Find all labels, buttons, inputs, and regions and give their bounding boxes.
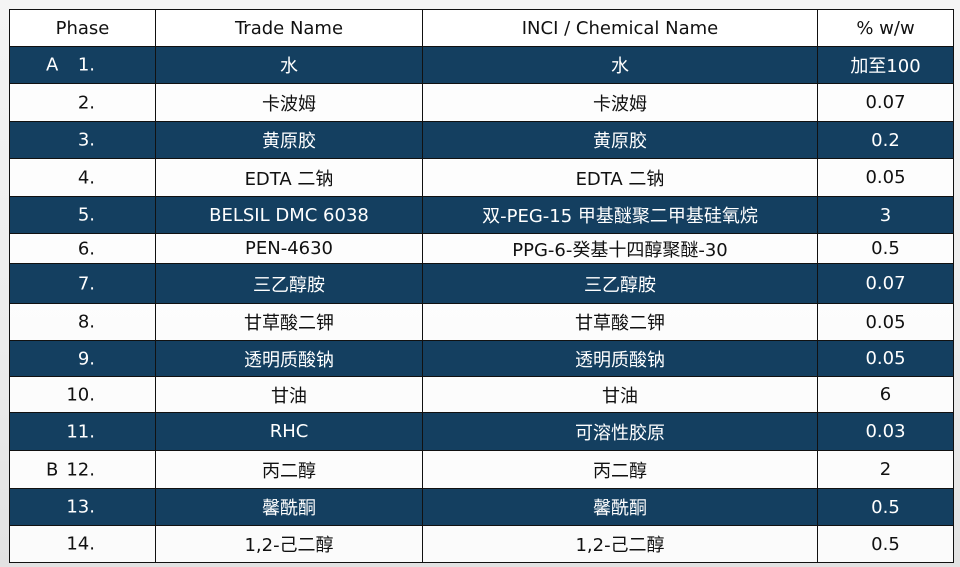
trade-name-cell: PEN-4630 (155, 233, 423, 264)
table-row: 10. 甘油 甘油 6 (9, 376, 954, 413)
phase-cell: 6. (9, 233, 156, 264)
trade-name-cell: 馨酰酮 (155, 488, 423, 526)
phase-cell: A 1. (9, 46, 156, 84)
table-row: 13. 馨酰酮 馨酰酮 0.5 (9, 488, 954, 526)
inci-name-cell: 三乙醇胺 (422, 263, 818, 304)
phase-letter: A (46, 54, 59, 76)
trade-name-cell: 甘油 (155, 376, 423, 413)
phase-cell: 8. (9, 303, 156, 341)
table-row: 7. 三乙醇胺 三乙醇胺 0.07 (9, 263, 954, 304)
ingredient-number: 12. (66, 459, 95, 480)
percent-cell: 0.2 (817, 121, 954, 159)
phase-cell: 2. (9, 83, 156, 122)
ingredient-number: 4. (77, 167, 95, 188)
table-row: 3. 黄原胶 黄原胶 0.2 (9, 121, 954, 159)
inci-name-cell: 黄原胶 (422, 121, 818, 159)
ingredient-number: 2. (77, 92, 95, 113)
trade-name-cell: 1,2-己二醇 (155, 525, 423, 563)
formulation-table: Phase Trade Name INCI / Chemical Name % … (9, 9, 954, 563)
phase-cell: 9. (9, 340, 156, 377)
phase-cell: 14. (9, 525, 156, 563)
percent-cell: 0.05 (817, 158, 954, 197)
ingredient-number: 7. (77, 273, 95, 294)
table-row: 11. RHC 可溶性胶原 0.03 (9, 412, 954, 451)
table-row: 9. 透明质酸钠 透明质酸钠 0.05 (9, 340, 954, 377)
ingredient-number: 9. (77, 348, 95, 369)
inci-name-cell: 馨酰酮 (422, 488, 818, 526)
percent-cell: 2 (817, 450, 954, 489)
inci-name-cell: 可溶性胶原 (422, 412, 818, 451)
phase-cell: 13. (9, 488, 156, 526)
inci-name-cell: 丙二醇 (422, 450, 818, 489)
table-row: 8. 甘草酸二钾 甘草酸二钾 0.05 (9, 303, 954, 341)
trade-name-cell: BELSIL DMC 6038 (155, 196, 423, 234)
inci-name-cell: 透明质酸钠 (422, 340, 818, 377)
ingredient-number: 14. (66, 533, 95, 555)
inci-name-cell: PPG-6-癸基十四醇聚醚-30 (422, 233, 818, 264)
percent-cell: 加至100 (817, 46, 954, 84)
table-row: 14. 1,2-己二醇 1,2-己二醇 0.5 (9, 525, 954, 563)
header-phase: Phase (9, 9, 156, 47)
trade-name-cell: RHC (155, 412, 423, 451)
percent-cell: 0.5 (817, 488, 954, 526)
phase-cell: 11. (9, 412, 156, 451)
trade-name-cell: 水 (155, 46, 423, 84)
ingredient-number: 10. (66, 384, 95, 405)
header-percent: % w/w (817, 9, 954, 47)
inci-name-cell: 甘草酸二钾 (422, 303, 818, 341)
inci-name-cell: 水 (422, 46, 818, 84)
percent-cell: 0.5 (817, 525, 954, 563)
table-row: 4. EDTA 二钠 EDTA 二钠 0.05 (9, 158, 954, 197)
trade-name-cell: 丙二醇 (155, 450, 423, 489)
ingredient-number: 11. (66, 421, 95, 442)
header-trade-name: Trade Name (155, 9, 423, 47)
table-row: 6. PEN-4630 PPG-6-癸基十四醇聚醚-30 0.5 (9, 233, 954, 264)
phase-cell: 7. (9, 263, 156, 304)
table-row: 5. BELSIL DMC 6038 双-PEG-15 甲基醚聚二甲基硅氧烷 3 (9, 196, 954, 234)
header-row: Phase Trade Name INCI / Chemical Name % … (9, 9, 954, 47)
phase-cell: 5. (9, 196, 156, 234)
table-row: B 12. 丙二醇 丙二醇 2 (9, 450, 954, 489)
header-inci-name: INCI / Chemical Name (422, 9, 818, 47)
percent-cell: 0.05 (817, 303, 954, 341)
phase-cell: B 12. (9, 450, 156, 489)
trade-name-cell: 卡波姆 (155, 83, 423, 122)
phase-cell: 4. (9, 158, 156, 197)
ingredient-number: 3. (77, 129, 95, 151)
ingredient-number: 13. (66, 496, 95, 518)
ingredient-number: 6. (77, 238, 95, 259)
ingredient-number: 5. (77, 204, 95, 226)
inci-name-cell: EDTA 二钠 (422, 158, 818, 197)
trade-name-cell: EDTA 二钠 (155, 158, 423, 197)
phase-cell: 10. (9, 376, 156, 413)
phase-letter: B (46, 459, 59, 480)
inci-name-cell: 甘油 (422, 376, 818, 413)
ingredient-number: 1. (77, 54, 95, 76)
inci-name-cell: 双-PEG-15 甲基醚聚二甲基硅氧烷 (422, 196, 818, 234)
inci-name-cell: 卡波姆 (422, 83, 818, 122)
percent-cell: 0.05 (817, 340, 954, 377)
percent-cell: 0.03 (817, 412, 954, 451)
percent-cell: 0.07 (817, 263, 954, 304)
trade-name-cell: 三乙醇胺 (155, 263, 423, 304)
percent-cell: 3 (817, 196, 954, 234)
percent-cell: 6 (817, 376, 954, 413)
table-row: 2. 卡波姆 卡波姆 0.07 (9, 83, 954, 122)
trade-name-cell: 甘草酸二钾 (155, 303, 423, 341)
phase-cell: 3. (9, 121, 156, 159)
ingredient-number: 8. (77, 311, 95, 333)
trade-name-cell: 黄原胶 (155, 121, 423, 159)
trade-name-cell: 透明质酸钠 (155, 340, 423, 377)
percent-cell: 0.5 (817, 233, 954, 264)
table-row: A 1. 水 水 加至100 (9, 46, 954, 84)
inci-name-cell: 1,2-己二醇 (422, 525, 818, 563)
percent-cell: 0.07 (817, 83, 954, 122)
